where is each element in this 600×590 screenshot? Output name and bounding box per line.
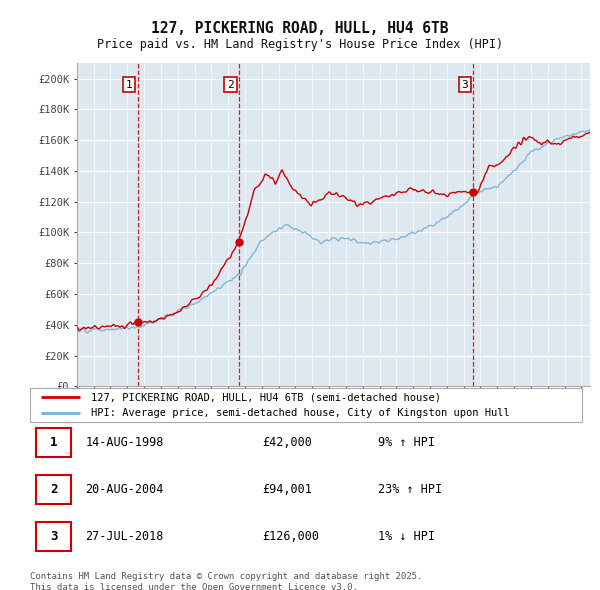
Text: 2: 2	[227, 80, 234, 90]
Text: 14-AUG-1998: 14-AUG-1998	[85, 436, 164, 449]
Text: 20-AUG-2004: 20-AUG-2004	[85, 483, 164, 496]
FancyBboxPatch shape	[35, 428, 71, 457]
Text: Contains HM Land Registry data © Crown copyright and database right 2025.
This d: Contains HM Land Registry data © Crown c…	[30, 572, 422, 590]
Text: 3: 3	[461, 80, 469, 90]
Text: 1: 1	[50, 436, 58, 449]
Text: 2: 2	[50, 483, 58, 496]
Text: 127, PICKERING ROAD, HULL, HU4 6TB: 127, PICKERING ROAD, HULL, HU4 6TB	[151, 21, 449, 36]
Text: 9% ↑ HPI: 9% ↑ HPI	[378, 436, 435, 449]
Text: £126,000: £126,000	[262, 530, 319, 543]
Text: 23% ↑ HPI: 23% ↑ HPI	[378, 483, 442, 496]
Text: 127, PICKERING ROAD, HULL, HU4 6TB (semi-detached house): 127, PICKERING ROAD, HULL, HU4 6TB (semi…	[91, 392, 441, 402]
Text: 3: 3	[50, 530, 58, 543]
FancyBboxPatch shape	[35, 476, 71, 504]
Text: £42,000: £42,000	[262, 436, 312, 449]
Text: 1: 1	[126, 80, 133, 90]
FancyBboxPatch shape	[35, 523, 71, 551]
FancyBboxPatch shape	[30, 388, 582, 422]
Text: 1% ↓ HPI: 1% ↓ HPI	[378, 530, 435, 543]
Text: £94,001: £94,001	[262, 483, 312, 496]
Text: Price paid vs. HM Land Registry's House Price Index (HPI): Price paid vs. HM Land Registry's House …	[97, 38, 503, 51]
Text: HPI: Average price, semi-detached house, City of Kingston upon Hull: HPI: Average price, semi-detached house,…	[91, 408, 509, 418]
Text: 27-JUL-2018: 27-JUL-2018	[85, 530, 164, 543]
